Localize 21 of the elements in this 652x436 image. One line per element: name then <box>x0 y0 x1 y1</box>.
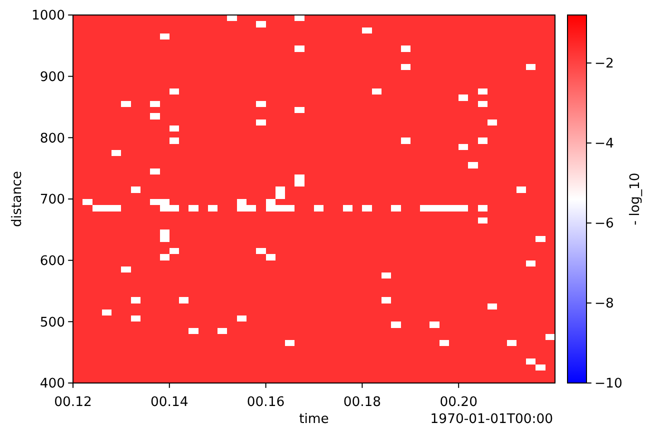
color-bar-title: - log_10 <box>628 172 643 226</box>
x-tick-label: 00.14 <box>150 395 188 410</box>
x-axis-title: time <box>299 412 329 427</box>
color-bar-label: −2 <box>594 56 614 72</box>
y-tick-label: 1000 <box>31 8 65 24</box>
x-tick-label: 00.16 <box>246 395 285 410</box>
x-tick-label: 00.20 <box>440 395 478 410</box>
y-axis-title: distance <box>10 171 25 227</box>
y-tick-label: 900 <box>40 70 65 85</box>
text: 1970-01-01T00:00 <box>430 412 553 427</box>
x-tick-label: 00.12 <box>54 395 92 410</box>
x-tick-label: 00.18 <box>343 395 382 410</box>
color-bar-label: −8 <box>594 296 614 312</box>
y-tick-label: 700 <box>40 192 65 208</box>
color-bar-label: −6 <box>594 216 614 232</box>
color-bar-label: −10 <box>594 376 622 392</box>
color-bar-label: −4 <box>594 136 614 152</box>
y-tick-label: 500 <box>40 315 65 330</box>
y-tick-label: 400 <box>40 376 65 392</box>
y-tick-label: 600 <box>40 254 65 269</box>
y-tick-label: 800 <box>40 131 65 146</box>
